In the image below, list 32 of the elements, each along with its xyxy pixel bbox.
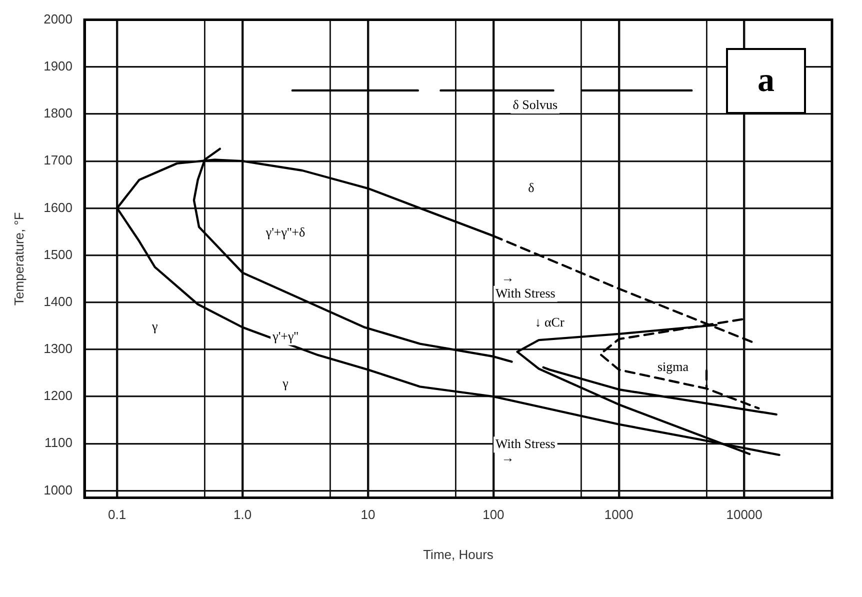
x-tick-label: 100 [482, 507, 504, 522]
annotation: γ'+γ''+δ [264, 224, 306, 240]
y-tick-label: 1500 [44, 246, 73, 262]
y-tick-label: 1600 [44, 200, 73, 215]
annotation: γ [282, 375, 289, 390]
annotation: → [501, 450, 514, 466]
annotation: δ Solvus [512, 96, 558, 112]
x-tick-label: 10000 [726, 507, 762, 522]
y-tick-label: 1300 [44, 341, 73, 356]
annotation: → [501, 270, 514, 286]
annotation: ↓ αCr [534, 314, 565, 330]
annotation: γ [150, 318, 158, 334]
y-tick-label: 1100 [44, 435, 73, 450]
annotation: With Stress [496, 285, 556, 300]
annotation: a [726, 48, 806, 114]
annotation: δ [528, 180, 534, 195]
x-tick-label: 0.1 [108, 507, 126, 522]
y-tick-label: 1400 [44, 294, 73, 309]
y-tick-label: 1800 [44, 106, 73, 121]
x-tick-label: 1000 [604, 507, 634, 522]
annotation: With Stress [496, 436, 556, 452]
x-tick-label: 1.0 [233, 507, 252, 522]
y-tick-label: 1900 [44, 58, 73, 74]
y-tick-label: 2000 [44, 11, 73, 26]
y-axis-title: Temperature, °F [11, 212, 26, 306]
annotation: γ'+γ'' [272, 328, 298, 344]
x-axis-title: Time, Hours [423, 546, 494, 562]
annotation: sigma [657, 358, 689, 374]
y-tick-label: 1700 [44, 152, 73, 168]
x-tick-label: 10 [360, 507, 376, 522]
y-tick-label: 1000 [44, 482, 73, 498]
y-tick-label: 1200 [44, 388, 73, 404]
